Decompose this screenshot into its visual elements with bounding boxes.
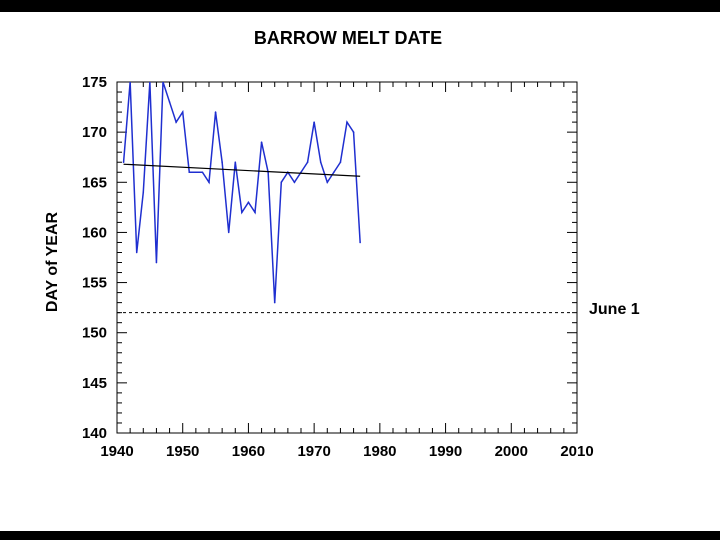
- y-tick-label: 165: [82, 174, 107, 191]
- data-point: [135, 251, 138, 254]
- x-tick-label: 1950: [166, 443, 199, 460]
- data-point: [208, 181, 210, 184]
- x-tick-label: 2010: [560, 443, 593, 460]
- data-point: [280, 181, 283, 184]
- data-point: [326, 181, 329, 184]
- y-tick-label: 160: [82, 224, 107, 241]
- x-tick-label: 1940: [100, 443, 133, 460]
- melt-date-chart: BARROW MELT DATE DAY of YEAR 1940 1950 196…: [44, 28, 640, 460]
- data-point: [346, 121, 348, 123]
- x-tick-label: 1980: [363, 443, 396, 460]
- chart-title: BARROW MELT DATE: [254, 28, 442, 48]
- y-tick-label: 140: [82, 425, 107, 442]
- y-tick-labels: 140 145 150 155 160 165 170 175: [82, 74, 107, 442]
- data-point: [122, 161, 125, 164]
- data-point: [181, 111, 184, 113]
- data-point: [352, 131, 355, 133]
- melt-date-series-line: [122, 82, 361, 303]
- data-point: [175, 121, 177, 123]
- data-point: [168, 101, 171, 103]
- y-tick-label: 145: [82, 375, 107, 392]
- data-point: [247, 201, 250, 204]
- data-point: [293, 181, 296, 184]
- x-tick-label: 1960: [232, 443, 265, 460]
- chart-slide: BARROW MELT DATE DAY of YEAR 1940 1950 196…: [0, 12, 720, 531]
- data-point: [306, 161, 309, 164]
- axis-ticks: [116, 81, 578, 434]
- y-tick-label: 155: [82, 275, 107, 292]
- data-point: [359, 241, 361, 244]
- x-tick-labels: 1940 1950 1960 1970 1980 1990 2000 2010: [100, 443, 593, 460]
- data-point: [195, 171, 197, 174]
- data-point: [241, 211, 243, 214]
- series-layer: [117, 82, 573, 314]
- data-point: [129, 82, 131, 83]
- data-point: [313, 121, 315, 123]
- data-point: [254, 211, 256, 214]
- data-point: [201, 171, 204, 174]
- june-1-label: June 1: [589, 301, 640, 318]
- data-point: [221, 161, 223, 164]
- x-tick-label: 1970: [297, 443, 330, 460]
- data-point: [339, 161, 342, 164]
- data-point: [234, 161, 237, 164]
- plot-frame: [116, 81, 578, 434]
- y-tick-label: 150: [82, 325, 107, 342]
- x-tick-label: 2000: [495, 443, 528, 460]
- y-tick-label: 170: [82, 124, 107, 141]
- data-point: [273, 301, 276, 304]
- data-point: [149, 82, 151, 83]
- x-tick-label: 1990: [429, 443, 462, 460]
- trend-line: [123, 163, 361, 177]
- data-point: [155, 261, 158, 264]
- data-point: [214, 111, 217, 113]
- data-point: [162, 82, 164, 83]
- data-point: [142, 191, 145, 194]
- y-axis-label: DAY of YEAR: [44, 211, 61, 312]
- data-point: [260, 141, 263, 143]
- data-point: [333, 171, 335, 174]
- data-point: [227, 231, 230, 234]
- y-tick-label: 175: [82, 74, 107, 91]
- data-point: [188, 171, 191, 174]
- data-point: [319, 161, 322, 164]
